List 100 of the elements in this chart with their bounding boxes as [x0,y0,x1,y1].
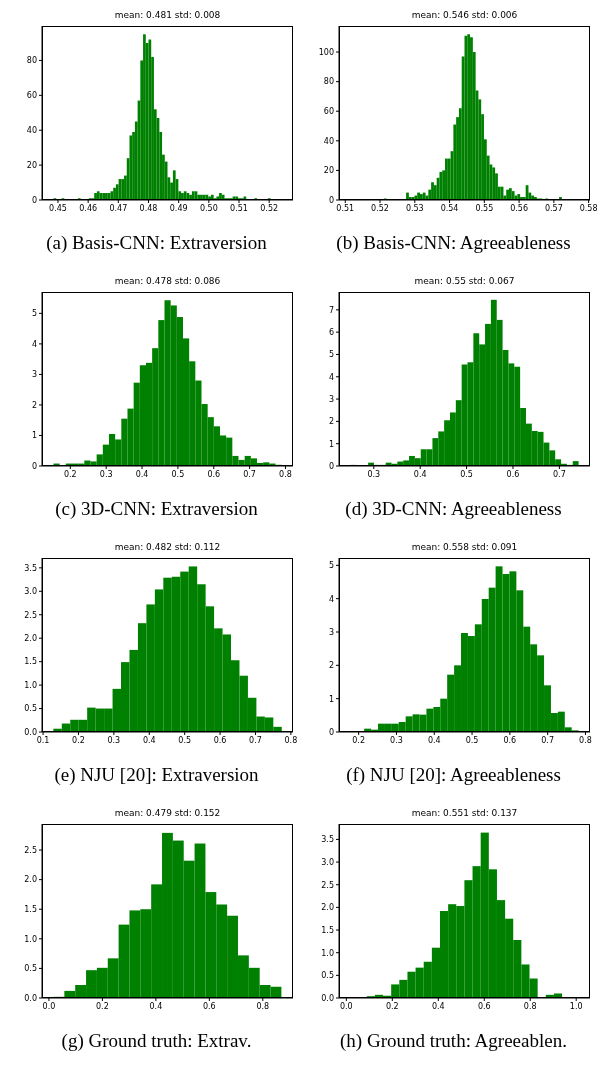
y-tick-label: 2.5 [24,845,37,855]
x-tick-label: 0.2 [352,735,366,745]
x-tick-label: 0.5 [178,735,192,745]
y-tick-label: 4 [328,372,334,382]
y-tick-label: 100 [318,47,334,57]
x-tick-label: 0.7 [249,735,262,745]
x-tick-label: 0.6 [503,735,517,745]
x-tick-label: 0.2 [72,735,85,745]
x-tick-label: 0.4 [135,469,149,479]
chart-title: mean: 0.478 std: 0.086 [113,275,222,288]
y-tick-label: 1.5 [24,657,37,667]
y-tick-label: 2.5 [24,610,37,620]
y-tick-label: 5 [328,561,334,571]
x-tick-label: 0.51 [230,203,248,213]
x-tick-label: 0.6 [506,469,520,479]
chart-title: mean: 0.55 std: 0.067 [413,275,516,288]
y-tick-label: 0.0 [321,993,334,1003]
x-tick-label: 0.46 [79,203,98,213]
x-tick-label: 0.8 [523,1001,537,1011]
x-tick-label: 0.54 [440,203,459,213]
x-tick-label: 0.48 [139,203,158,213]
x-tick-label: 0.53 [405,203,424,213]
y-tick-label: 1 [328,694,334,704]
y-tick-label: 1.0 [24,934,37,944]
text: (c) 3D-CNN: Extraversion [54,498,259,520]
x-tick-label: 0.3 [367,469,381,479]
x-tick-label: 0.7 [553,469,566,479]
text: (a) Basis-CNN: Extraversion [45,232,268,254]
y-tick-label: 2.0 [24,634,37,644]
x-tick-label: 0.8 [256,1001,270,1011]
y-tick-label: 60 [323,107,334,117]
y-tick-label: 40 [323,136,334,146]
y-tick-label: 40 [26,126,37,136]
y-tick-label: 2 [328,661,334,671]
y-tick-label: 20 [26,160,37,170]
x-tick-label: 0.3 [107,735,121,745]
y-tick-label: 0.5 [24,964,37,974]
y-tick-label: 1 [31,431,37,441]
chart-title: mean: 0.482 std: 0.112 [113,541,222,554]
y-tick-label: 1.5 [321,925,334,935]
x-tick-label: 0.55 [475,203,494,213]
x-tick-label: 0.50 [199,203,218,213]
x-tick-label: 0.0 [339,1001,353,1011]
y-tick-label: 3.5 [24,563,37,573]
y-tick-label: 4 [328,594,334,604]
y-tick-label: 6 [328,327,334,337]
x-tick-label: 0.4 [431,1001,445,1011]
x-tick-label: 0.2 [385,1001,399,1011]
y-tick-label: 3 [328,627,334,637]
x-tick-label: 0.5 [460,469,473,479]
x-tick-label: 0.8 [284,735,298,745]
y-tick-label: 1 [328,439,334,449]
x-tick-label: 0.0 [42,1001,56,1011]
y-tick-label: 3 [328,394,334,404]
x-tick-label: 0.45 [49,203,67,213]
x-tick-label: 0.4 [149,1001,163,1011]
text: (e) NJU [20]: Extraversion [53,764,260,786]
y-tick-label: 3.0 [321,857,334,867]
y-tick-label: 5 [31,309,37,319]
x-tick-label: 0.4 [142,735,156,745]
y-tick-label: 2 [328,417,334,427]
text: (f) NJU [20]: Agreeableness [345,764,562,786]
x-tick-label: 0.8 [279,469,292,479]
text: (b) Basis-CNN: Agreeableness [335,232,572,254]
x-tick-label: 0.6 [477,1001,491,1011]
y-tick-label: 0.5 [321,971,334,981]
y-tick-label: 2.0 [24,875,37,885]
y-tick-label: 2.0 [321,903,334,913]
y-tick-label: 1.0 [24,680,37,690]
y-tick-label: 1.0 [321,948,334,958]
chart-title: mean: 0.558 std: 0.091 [410,541,519,554]
x-tick-label: 0.52 [371,203,389,213]
x-tick-label: 0.2 [63,469,77,479]
x-tick-label: 0.47 [109,203,128,213]
x-tick-label: 0.8 [579,735,592,745]
x-tick-label: 0.6 [207,469,221,479]
y-tick-label: 2 [31,400,37,410]
y-tick-label: 0.5 [24,704,37,714]
text: (d) 3D-CNN: Agreeableness [344,498,563,520]
y-tick-label: 0 [31,461,37,471]
y-tick-label: 20 [323,166,334,176]
y-tick-label: 0 [328,195,334,205]
x-tick-label: 0.3 [99,469,113,479]
text: (h) Ground truth: Agreeablen. [339,1030,568,1052]
y-tick-label: 7 [328,305,334,315]
x-tick-label: 0.56 [510,203,528,213]
x-tick-label: 0.4 [427,735,441,745]
y-tick-label: 80 [323,77,334,87]
x-tick-label: 0.57 [544,203,563,213]
x-tick-label: 0.58 [579,203,598,213]
x-tick-label: 0.7 [243,469,256,479]
x-tick-label: 0.49 [169,203,188,213]
chart-title: mean: 0.479 std: 0.152 [113,807,222,820]
y-tick-label: 60 [26,91,37,101]
y-tick-label: 2.5 [321,880,334,890]
x-tick-label: 0.5 [465,735,479,745]
chart-title: mean: 0.551 std: 0.137 [410,807,519,820]
y-tick-label: 0 [31,195,37,205]
x-tick-label: 0.7 [541,735,555,745]
y-tick-label: 0.0 [24,993,37,1003]
